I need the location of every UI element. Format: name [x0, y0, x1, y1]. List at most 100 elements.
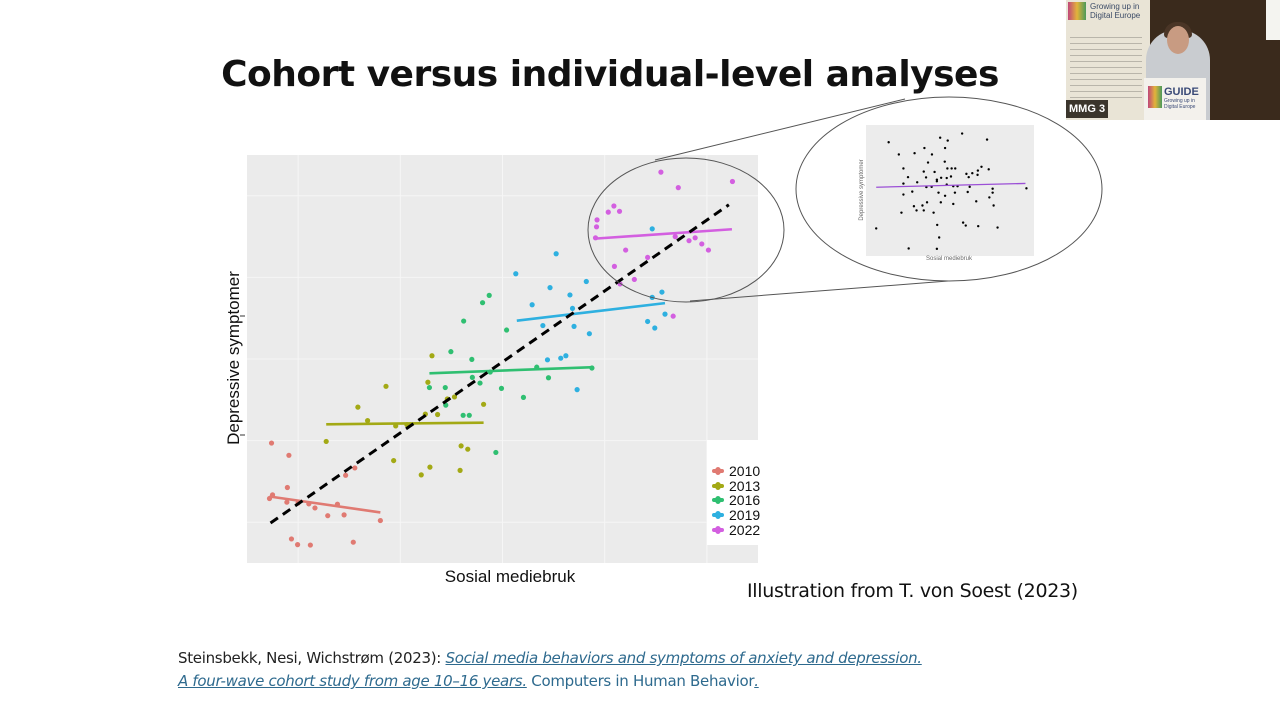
data-point-2013 [465, 446, 471, 452]
plot-gridlines [247, 155, 758, 563]
legend-label: 2022 [729, 521, 761, 538]
data-point-2010 [268, 440, 275, 446]
data-point-2013 [435, 411, 441, 418]
trend-line-2010 [269, 495, 381, 514]
inset-data-point [897, 153, 901, 156]
data-point-2019 [652, 325, 658, 331]
legend-item-2019: 2019 [707, 507, 763, 524]
inset-data-point [971, 172, 974, 175]
data-point-2019 [553, 251, 559, 257]
slide-title: Cohort versus individual-level analyses [221, 54, 999, 95]
data-point-2022 [623, 247, 629, 253]
inset-data-point [939, 201, 943, 204]
data-point-2022 [611, 263, 618, 269]
inset-data-point [924, 176, 928, 179]
data-point-2016 [477, 380, 483, 386]
inset-data-point [985, 138, 989, 141]
data-point-2013 [364, 418, 371, 424]
data-point-2019 [574, 387, 580, 393]
x-axis-label: Sosial mediebruk [444, 567, 576, 586]
data-point-2010 [341, 512, 347, 518]
citation-link-title[interactable]: Social media behaviors and symptoms of a… [445, 649, 923, 667]
data-point-2013 [480, 401, 487, 407]
inset-data-point [988, 196, 991, 199]
inset-data-point [980, 165, 983, 169]
inset-x-axis-label: Sosial mediebruk [925, 256, 973, 262]
trend-line-2022 [594, 227, 733, 240]
inset-data-point [916, 181, 919, 184]
inset-data-point [991, 191, 994, 194]
trend-line-2019 [516, 301, 666, 322]
inset-plot-panel [866, 125, 1034, 256]
inset-data-point [938, 136, 942, 139]
inset-data-point [965, 172, 968, 176]
data-point-2022 [605, 209, 611, 215]
podium-subtitle: Growing up in Digital Europe [1164, 98, 1196, 110]
data-point-2010 [352, 465, 358, 471]
magnify-connector-bottom [689, 280, 949, 302]
inset-data-point [925, 201, 929, 204]
data-point-2013 [458, 443, 464, 449]
data-point-2010 [284, 484, 290, 491]
data-point-2016 [486, 292, 492, 298]
inset-data-point [946, 139, 949, 142]
citation: Steinsbekk, Nesi, Wichstrøm (2023): Soci… [178, 647, 922, 693]
inset-data-point [937, 236, 941, 239]
citation-link-end[interactable]: . [754, 672, 759, 690]
inset-data-point [902, 167, 905, 170]
data-point-2019 [540, 322, 546, 329]
legend-item-2022: 2022 [707, 521, 763, 538]
data-point-2022 [645, 254, 651, 261]
data-point-2022 [675, 185, 681, 191]
inset-data-point [911, 190, 914, 193]
data-point-2010 [307, 542, 313, 548]
data-points [266, 169, 736, 548]
inset-data-point [937, 191, 940, 194]
data-point-2013 [391, 457, 397, 464]
inset-data-point [945, 176, 948, 180]
legend-key [712, 481, 724, 490]
data-point-2016 [503, 327, 510, 333]
podium-title: GUIDE [1164, 86, 1199, 98]
inset-data-point [952, 202, 955, 206]
inset-trend-line [876, 182, 1026, 188]
inset-y-axis-label: Depressive symptomer [859, 159, 865, 221]
data-point-2022 [658, 169, 664, 175]
data-point-2022 [593, 224, 600, 230]
inset-data-point [943, 160, 946, 163]
chart-legend: 2010 2013 2016 2019 2022 [707, 440, 763, 545]
data-point-2019 [659, 289, 665, 295]
data-point-2019 [583, 278, 589, 285]
data-point-2022 [631, 276, 637, 283]
data-point-2010 [286, 452, 292, 458]
data-point-2010 [288, 536, 295, 542]
inset-data-point [936, 223, 939, 227]
data-point-2016 [460, 412, 466, 418]
speaker-head [1167, 26, 1189, 54]
inset-data-point [902, 182, 905, 185]
legend-label: 2013 [729, 477, 761, 494]
inset-data-point [921, 204, 924, 207]
inset-data-point [964, 224, 967, 227]
legend-key [712, 496, 724, 505]
inset-data-point [943, 194, 947, 197]
data-point-2016 [442, 384, 448, 391]
inset-data-point [930, 153, 934, 156]
guide-logo-icon [1068, 2, 1086, 20]
legend-item-2016: 2016 [707, 492, 763, 508]
inset-data-point [992, 204, 995, 207]
data-point-2022 [686, 238, 692, 244]
inset-data-point [926, 161, 930, 164]
data-point-2019 [529, 302, 535, 308]
inset-data-point [913, 152, 916, 155]
data-point-2010 [343, 472, 349, 478]
data-point-2016 [448, 349, 454, 355]
data-point-2019 [558, 355, 564, 361]
data-point-2013 [429, 353, 435, 359]
data-point-2022 [699, 241, 705, 247]
data-point-2010 [312, 505, 318, 511]
legend-key [712, 467, 724, 476]
citation-link-subtitle[interactable]: A four-wave cohort study from age 10–16 … [178, 672, 527, 690]
legend-label: 2019 [729, 507, 761, 524]
